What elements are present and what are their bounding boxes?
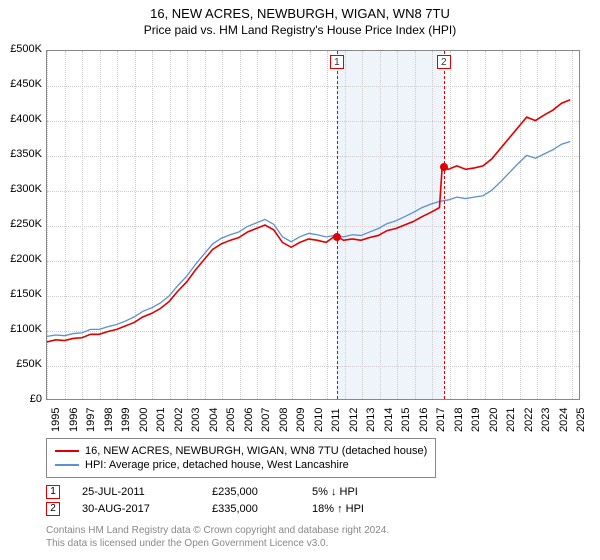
x-axis-tick: 2006: [243, 408, 255, 432]
x-axis-tick: 2005: [225, 408, 237, 432]
x-axis-tick: 1998: [103, 408, 115, 432]
sale-row-date: 25-JUL-2011: [82, 486, 212, 498]
x-axis-tick: 2000: [138, 408, 150, 432]
y-axis-tick: £0: [0, 393, 42, 405]
chart-plot-area: 12: [46, 50, 580, 400]
x-axis-tick: 2025: [575, 408, 587, 432]
x-axis-tick: 2003: [190, 408, 202, 432]
sale-row-price: £235,000: [212, 486, 312, 498]
x-axis-tick: 2023: [540, 408, 552, 432]
y-axis-tick: £250K: [0, 218, 42, 230]
x-axis-tick: 2009: [295, 408, 307, 432]
x-axis-tick: 2010: [313, 408, 325, 432]
legend-swatch: [55, 450, 79, 452]
chart-lines-svg: [47, 51, 579, 399]
legend-label: HPI: Average price, detached house, West…: [85, 459, 349, 471]
y-axis-tick: £200K: [0, 253, 42, 265]
x-axis-tick: 2020: [488, 408, 500, 432]
sale-point-dot: [440, 163, 448, 171]
sale-row: 2 30-AUG-2017£335,00018% ↑ HPI: [46, 502, 412, 516]
y-axis-tick: £400K: [0, 113, 42, 125]
x-axis-tick: 2015: [400, 408, 412, 432]
x-axis-tick: 2021: [505, 408, 517, 432]
x-axis-tick: 2001: [155, 408, 167, 432]
y-axis-tick: £500K: [0, 43, 42, 55]
legend-row: 16, NEW ACRES, NEWBURGH, WIGAN, WN8 7TU …: [55, 445, 427, 457]
sales-table: 1 25-JUL-2011£235,0005% ↓ HPI 2 30-AUG-2017…: [46, 482, 412, 519]
sale-row-delta: 18% ↑ HPI: [312, 503, 412, 515]
x-axis-tick: 1997: [85, 408, 97, 432]
x-axis-tick: 2017: [435, 408, 447, 432]
chart-title: 16, NEW ACRES, NEWBURGH, WIGAN, WN8 7TU: [0, 0, 600, 21]
legend-row: HPI: Average price, detached house, West…: [55, 459, 427, 471]
y-axis-tick: £450K: [0, 78, 42, 90]
y-axis-tick: £300K: [0, 183, 42, 195]
x-axis-tick: 2014: [383, 408, 395, 432]
y-axis-tick: £350K: [0, 148, 42, 160]
sale-row-delta: 5% ↓ HPI: [312, 486, 412, 498]
x-axis-tick: 1995: [50, 408, 62, 432]
x-axis-tick: 2002: [173, 408, 185, 432]
x-axis-tick: 2004: [208, 408, 220, 432]
series-property: [47, 100, 570, 342]
x-axis-tick: 2007: [260, 408, 272, 432]
x-axis-tick: 2016: [418, 408, 430, 432]
x-axis-tick: 2022: [523, 408, 535, 432]
sale-row: 1 25-JUL-2011£235,0005% ↓ HPI: [46, 485, 412, 499]
sale-point-dot: [333, 233, 341, 241]
x-axis-tick: 2018: [453, 408, 465, 432]
page-root: 16, NEW ACRES, NEWBURGH, WIGAN, WN8 7TU …: [0, 0, 600, 560]
x-axis-tick: 2008: [278, 408, 290, 432]
chart-subtitle: Price paid vs. HM Land Registry's House …: [0, 21, 600, 37]
x-axis-tick: 2024: [558, 408, 570, 432]
x-axis-tick: 1999: [120, 408, 132, 432]
x-axis-tick: 2013: [365, 408, 377, 432]
x-axis-tick: 2011: [330, 408, 342, 432]
x-axis-tick: 2019: [470, 408, 482, 432]
sale-row-id-box: 1: [46, 485, 60, 499]
y-axis-tick: £100K: [0, 323, 42, 335]
sale-row-id-box: 2: [46, 502, 60, 516]
y-axis-tick: £150K: [0, 288, 42, 300]
chart-legend: 16, NEW ACRES, NEWBURGH, WIGAN, WN8 7TU …: [46, 438, 436, 478]
footer-line-2: This data is licensed under the Open Gov…: [46, 537, 389, 550]
sale-row-date: 30-AUG-2017: [82, 503, 212, 515]
legend-label: 16, NEW ACRES, NEWBURGH, WIGAN, WN8 7TU …: [85, 445, 427, 457]
legend-swatch: [55, 464, 79, 466]
footer-attribution: Contains HM Land Registry data © Crown c…: [46, 524, 389, 550]
footer-line-1: Contains HM Land Registry data © Crown c…: [46, 524, 389, 537]
sale-row-price: £335,000: [212, 503, 312, 515]
x-axis-tick: 2012: [348, 408, 360, 432]
y-axis-tick: £50K: [0, 358, 42, 370]
x-axis-tick: 1996: [68, 408, 80, 432]
